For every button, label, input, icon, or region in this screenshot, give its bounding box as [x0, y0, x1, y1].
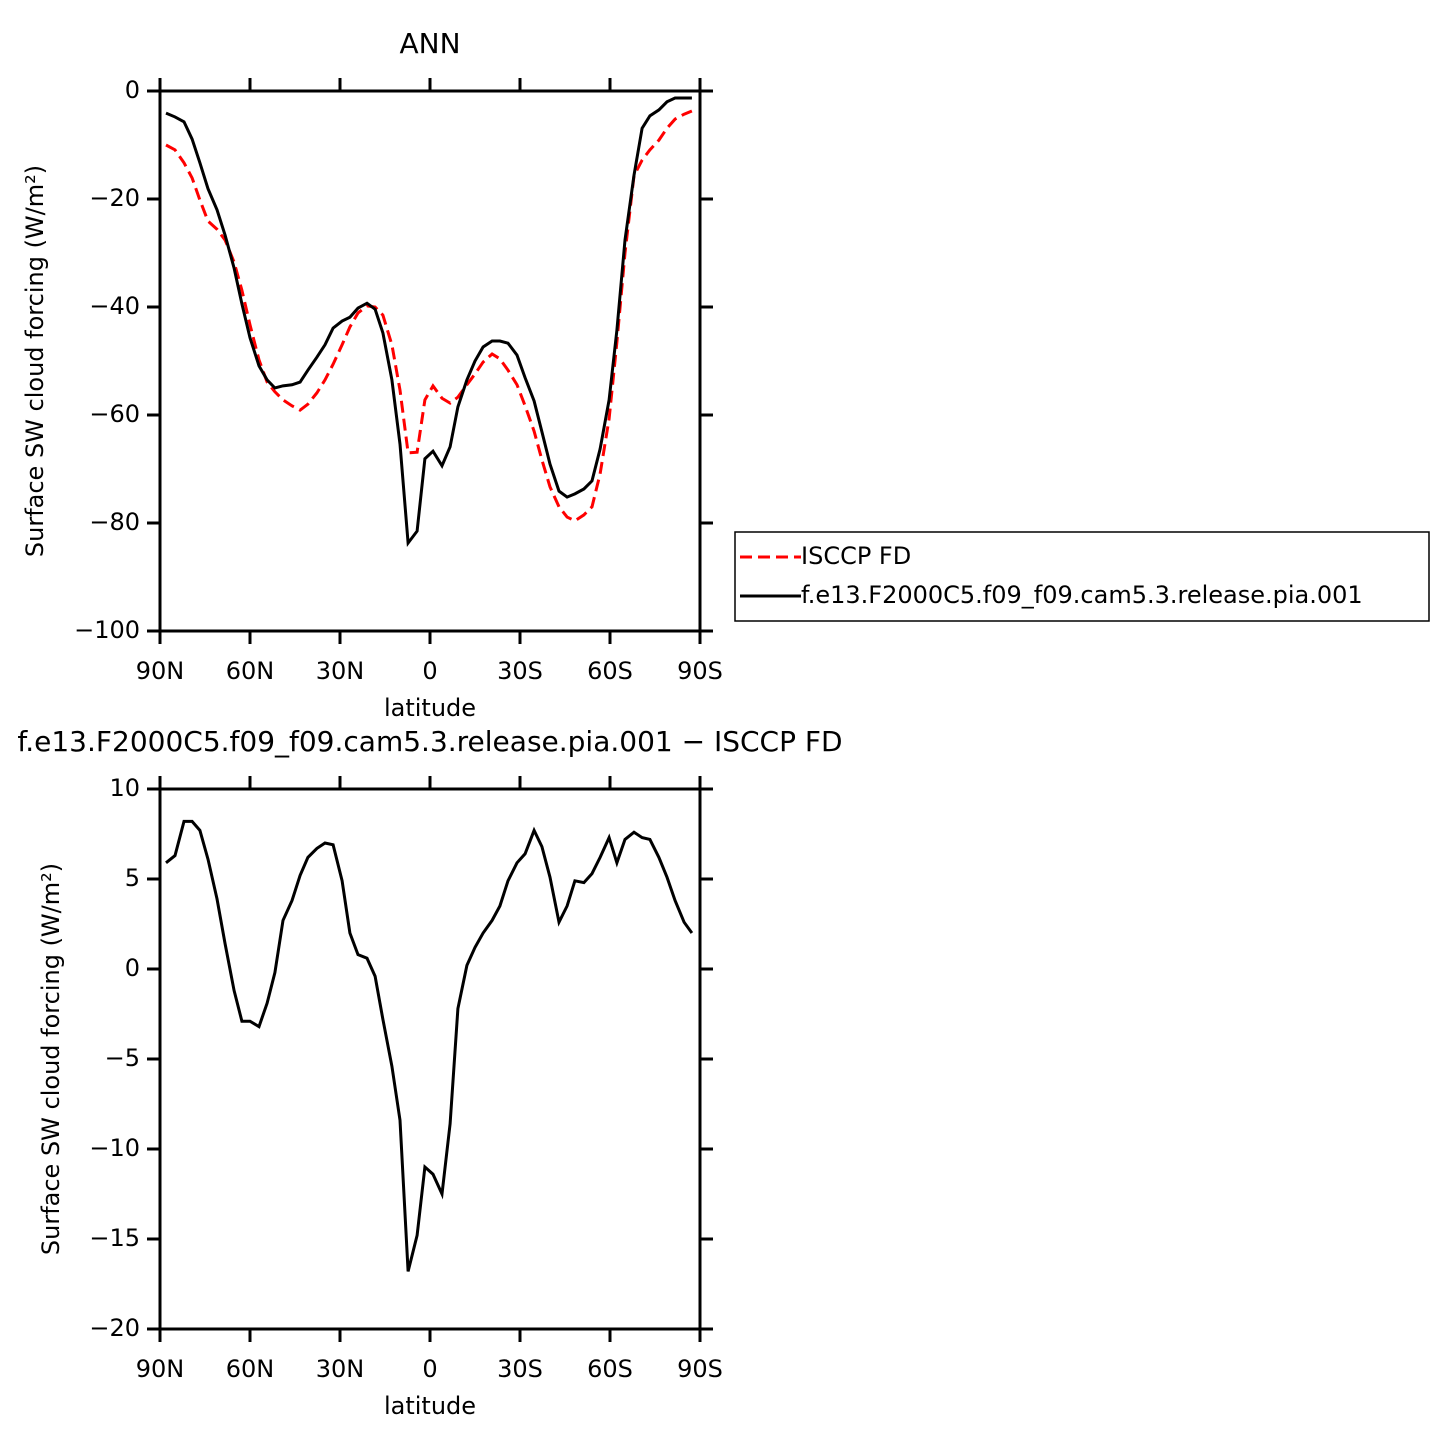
- x-tick-label: 0: [422, 657, 437, 685]
- y-tick-label: −80: [89, 508, 140, 536]
- legend-label: ISCCP FD: [801, 542, 911, 570]
- y-tick-label: 0: [125, 76, 140, 104]
- chart-title: f.e13.F2000C5.f09_f09.cam5.3.release.pia…: [17, 725, 842, 758]
- y-tick-label: −15: [89, 1224, 140, 1252]
- legend-box: [734, 531, 1430, 622]
- y-tick-label: 5: [125, 864, 140, 892]
- x-tick-label: 60S: [587, 657, 633, 685]
- x-tick-label: 60N: [226, 657, 275, 685]
- y-tick-label: −100: [74, 616, 140, 644]
- x-axis-label: latitude: [384, 694, 476, 722]
- y-axis-label: Surface SW cloud forcing (W/m²): [37, 863, 65, 1255]
- x-tick-label: 30N: [316, 657, 365, 685]
- y-tick-label: −40: [89, 292, 140, 320]
- y-axis-label: Surface SW cloud forcing (W/m²): [21, 165, 49, 557]
- legend-label: f.e13.F2000C5.f09_f09.cam5.3.release.pia…: [801, 581, 1363, 609]
- y-tick-label: 0: [125, 954, 140, 982]
- x-tick-label: 30N: [316, 1355, 365, 1383]
- chart-title: ANN: [399, 27, 460, 60]
- y-tick-label: −60: [89, 400, 140, 428]
- data-line: [165, 96, 692, 548]
- x-tick-label: 0: [422, 1355, 437, 1383]
- data-line: [165, 819, 694, 1272]
- plot-frame: [158, 89, 702, 633]
- x-tick-label: 90S: [677, 657, 723, 685]
- plot-frame: [158, 787, 702, 1331]
- data-line: [165, 109, 693, 523]
- x-tick-label: 60S: [587, 1355, 633, 1383]
- y-tick-label: 10: [109, 774, 140, 802]
- x-tick-label: 60N: [226, 1355, 275, 1383]
- x-tick-label: 30S: [497, 1355, 543, 1383]
- x-tick-label: 90N: [136, 657, 185, 685]
- y-tick-label: −10: [89, 1134, 140, 1162]
- y-tick-label: −20: [89, 1314, 140, 1342]
- x-axis-label: latitude: [384, 1392, 476, 1420]
- x-tick-label: 90N: [136, 1355, 185, 1383]
- y-tick-label: −20: [89, 184, 140, 212]
- x-tick-label: 90S: [677, 1355, 723, 1383]
- y-tick-label: −5: [105, 1044, 140, 1072]
- x-tick-label: 30S: [497, 657, 543, 685]
